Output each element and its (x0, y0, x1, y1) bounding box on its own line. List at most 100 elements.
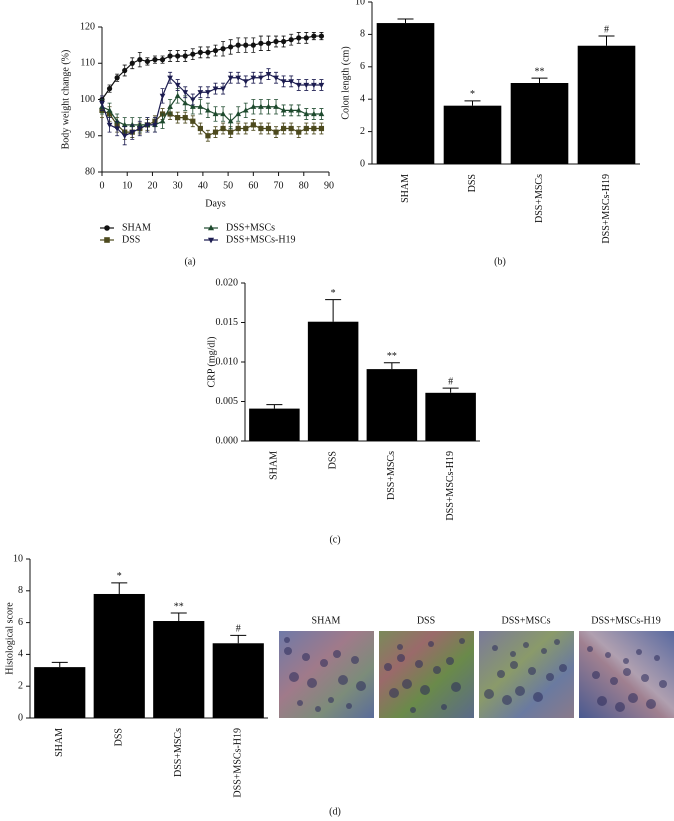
cell-nucleus (333, 650, 341, 658)
marker (243, 125, 249, 132)
error-bar (383, 362, 400, 370)
error-bar (442, 387, 459, 393)
marker (242, 79, 249, 85)
marker (175, 115, 181, 121)
cell-nucleus (397, 654, 405, 662)
marker (265, 103, 272, 109)
marker (250, 103, 257, 109)
marker (280, 107, 287, 113)
cell-nucleus (433, 666, 441, 674)
marker (144, 122, 151, 128)
marker (288, 79, 295, 85)
cell-nucleus (302, 653, 310, 661)
marker (265, 40, 272, 46)
significance-label: * (331, 288, 336, 299)
micrograph-label: SHAM (312, 615, 341, 626)
cell-nucleus (428, 641, 434, 647)
marker (114, 75, 120, 81)
x-tick-label: 90 (324, 180, 334, 191)
legend-marker (104, 225, 110, 231)
marker (122, 67, 128, 74)
marker (174, 92, 181, 98)
micrograph-label: DSS+MSCs (502, 615, 551, 626)
marker (212, 129, 219, 135)
significance-label: ** (535, 66, 545, 77)
marker (235, 75, 242, 81)
x-tick-label: DSS+MSCs (534, 174, 545, 223)
marker (144, 58, 150, 65)
marker (190, 118, 196, 124)
cell-nucleus (559, 664, 567, 672)
marker (295, 82, 302, 89)
marker (106, 86, 113, 92)
marker (152, 122, 158, 128)
marker (159, 93, 166, 99)
cell-nucleus (356, 681, 366, 691)
marker (296, 35, 302, 41)
legend-label: DSS+MSCs-H19 (226, 234, 296, 245)
cell-nucleus (284, 637, 290, 643)
cell-nucleus (528, 667, 536, 675)
cell-nucleus (420, 685, 430, 695)
marker (174, 82, 181, 89)
marker (129, 60, 135, 66)
cell-nucleus (623, 668, 631, 676)
bar (212, 643, 264, 718)
y-axis-title: Body weight change (%) (60, 50, 71, 150)
marker (250, 42, 256, 48)
marker (296, 129, 302, 135)
cell-nucleus (384, 663, 392, 671)
legend-label: SHAM (122, 222, 151, 233)
x-tick-label: SHAM (269, 451, 280, 480)
cell-nucleus (610, 677, 618, 685)
x-tick-label: 80 (299, 180, 309, 191)
marker (235, 125, 241, 132)
panel-label: (c) (329, 534, 340, 545)
bar (510, 83, 569, 164)
marker (258, 103, 264, 109)
cell-nucleus (410, 707, 416, 713)
error-bar (397, 18, 414, 24)
bar (34, 667, 86, 718)
marker (243, 42, 249, 48)
cell-nucleus (397, 644, 403, 650)
marker (250, 75, 257, 81)
marker (303, 125, 309, 132)
series-line (101, 73, 322, 137)
marker (182, 100, 189, 106)
marker (288, 125, 294, 132)
x-tick-label: 0 (100, 180, 105, 191)
significance-label: ** (387, 351, 397, 362)
cell-nucleus (597, 696, 607, 706)
x-tick-label: DSS (467, 174, 478, 192)
x-tick-label: DSS (114, 728, 125, 746)
micrograph-label: DSS (417, 615, 435, 626)
series-line (101, 94, 322, 126)
cell-nucleus (484, 689, 494, 699)
x-tick-label: DSS (327, 451, 338, 469)
cell-nucleus (389, 688, 399, 698)
marker (311, 110, 317, 117)
bar (376, 23, 435, 165)
y-axis-title: CRP (mg/dl) (206, 336, 217, 387)
marker (212, 86, 219, 92)
x-tick-label: DSS+MSCs (386, 451, 397, 500)
marker (205, 90, 211, 96)
error-bar (598, 35, 615, 46)
cell-nucleus (592, 671, 600, 679)
cell-nucleus (492, 645, 498, 651)
marker (288, 107, 295, 113)
marker (220, 46, 226, 52)
cell-nucleus (402, 679, 412, 689)
marker (288, 37, 294, 43)
y-tick-label: 0.015 (216, 317, 239, 328)
cell-nucleus (659, 680, 667, 688)
marker (182, 90, 189, 96)
marker (167, 53, 173, 59)
y-tick-label: 6 (18, 617, 23, 628)
cell-nucleus (523, 642, 529, 648)
panel-label: (b) (494, 256, 506, 267)
cell-nucleus (441, 704, 447, 710)
bar (577, 45, 636, 164)
